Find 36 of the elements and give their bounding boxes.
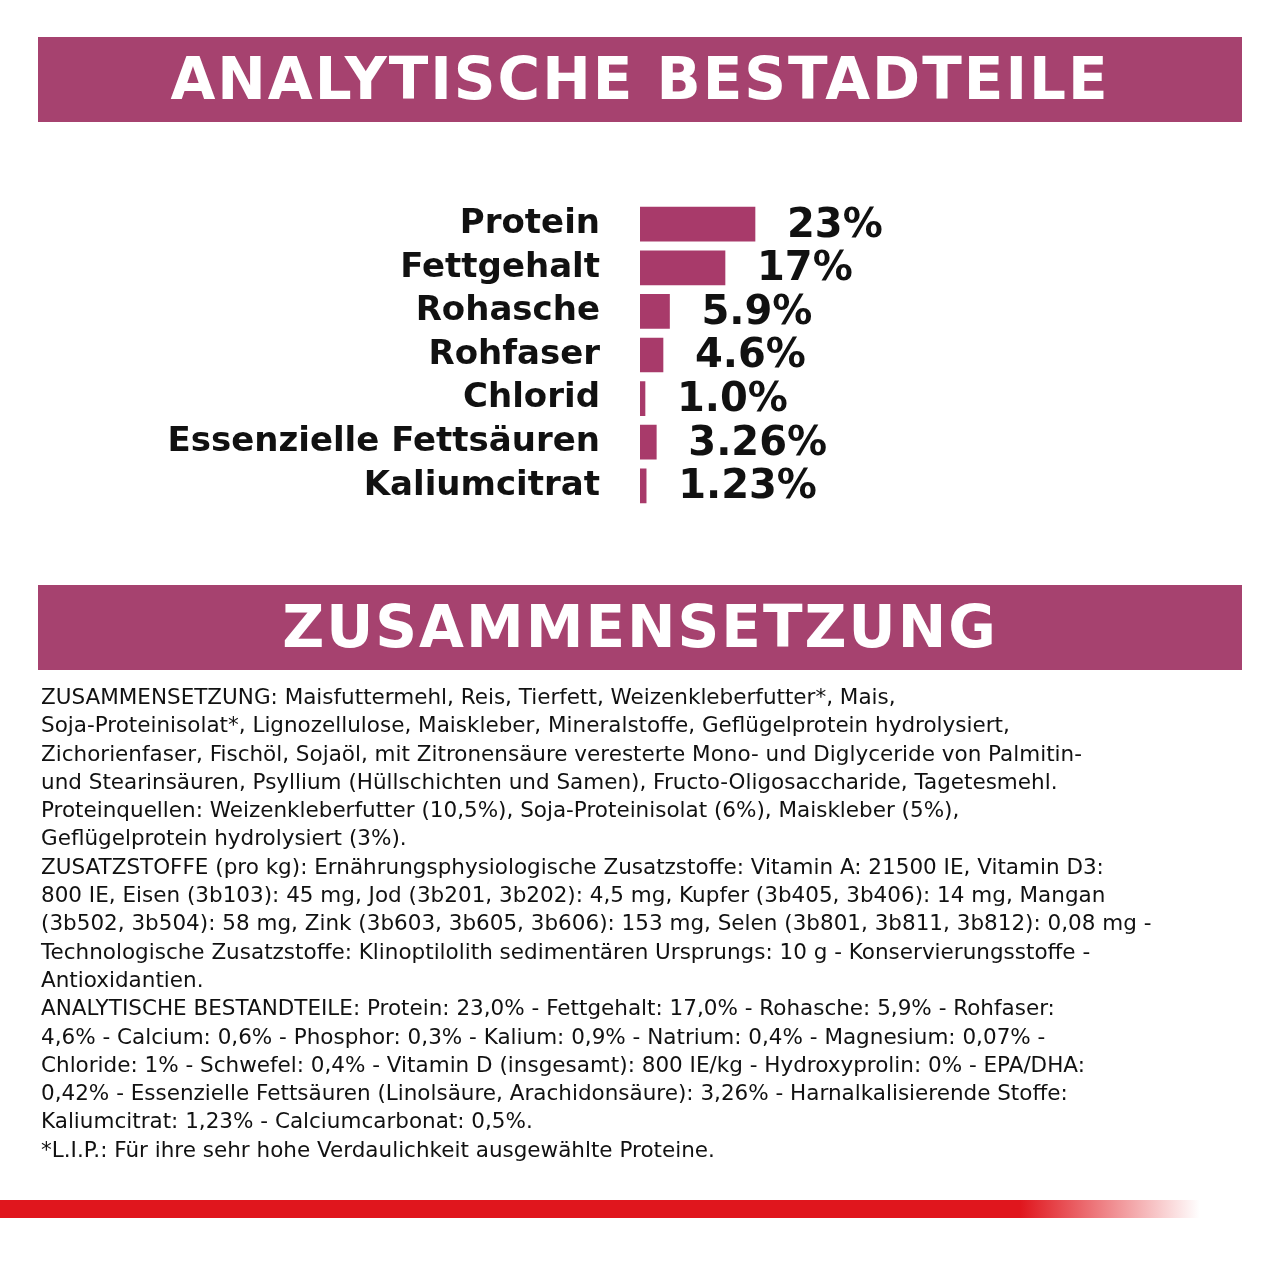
text: Technologische Zusatzstoffe: Klinoptilolith sedimentären Ursprungs: 10 g - Konservierungsstoffe - — [41, 937, 1092, 966]
data-label: 1.23% — [678, 461, 817, 508]
chart-title: ANALYTISCHE BESTADTEILE — [38, 37, 1242, 122]
bar — [640, 337, 664, 373]
text: 800 IE, Eisen (3b103): 45 mg, Jod (3b201, 3b202): 4,5 mg, Kupfer (3b405, 3b406): 14 mg, Mangan — [41, 881, 1107, 910]
text: Kaliumcitrat: 1,23% - Calciumcarbonat: 0,5%. — [41, 1107, 534, 1136]
y-tick-label: Chlorid — [463, 375, 600, 416]
y-tick-label: Rohasche — [415, 288, 600, 329]
bar — [640, 294, 670, 329]
bar — [640, 250, 726, 286]
text: Geflügelprotein hydrolysiert (3%). — [41, 824, 408, 853]
data-label: 3.26% — [688, 417, 828, 464]
text: Soja-Proteinisolat*, Lignozellulose, Maiskleber, Mineralstoffe, Geflügelprotein hydrolysiert, — [41, 711, 1011, 740]
text: Proteinquellen: Weizenkleberfutter (10,5%), Soja-Proteinisolat (6%), Maiskleber (5%), — [41, 796, 961, 825]
text: *L.I.P.: Für ihre sehr hohe Verdaulichkeit ausgewählte Proteine. — [41, 1135, 716, 1164]
text: ZUSAMMENSETZUNG — [38, 585, 1242, 670]
text: (3b502, 3b504): 58 mg, Zink (3b603, 3b605, 3b606): 153 mg, Selen (3b801, 3b811, 3b812): 0,08 mg - — [41, 909, 1152, 938]
y-tick-label: Essenzielle Fettsäuren — [167, 419, 600, 460]
text: Chloride: 1% - Schwefel: 0,4% - Vitamin D (insgesamt): 800 IE/kg - Hydroxyprolin: 0% - EPA/DHA: — [41, 1050, 1086, 1079]
bar — [640, 206, 756, 242]
y-tick-label: Rohfaser — [428, 331, 601, 372]
text: Antioxidantien. — [41, 965, 205, 994]
y-tick-label: Kaliumcitrat — [363, 462, 600, 503]
y-tick-label: Protein — [459, 201, 600, 242]
text: Zichorienfaser, Fischöl, Sojaöl, mit Zitronensäure veresterte Mono- und Diglyceride von Palmitin- — [41, 739, 1083, 768]
y-tick-label: Fettgehalt — [400, 244, 600, 285]
bar — [640, 468, 647, 504]
text: und Stearinsäuren, Psyllium (Hüllschichten und Samen), Fructo-Oligosaccharide, Tagetesmehl. — [41, 767, 1059, 796]
text: 4,6% - Calcium: 0,6% - Phosphor: 0,3% - Kalium: 0,9% - Natrium: 0,4% - Magnesium: 0,07% - — [41, 1022, 1047, 1051]
bar — [640, 424, 657, 460]
text: ANALYTISCHE BESTANDTEILE: Protein: 23,0% - Fettgehalt: 17,0% - Rohasche: 5,9% - Rohfaser: — [41, 994, 1056, 1023]
text: 0,42% - Essenzielle Fettsäuren (Linolsäure, Arachidonsäure): 3,26% - Harnalkalisierende Stoffe: — [41, 1079, 1069, 1108]
text: ZUSATZSTOFFE (pro kg): Ernährungsphysiologische Zusatzstoffe: Vitamin A: 21500 IE, Vitamin D3: — [41, 852, 1105, 881]
data-label: 23% — [787, 199, 883, 246]
text: ZUSAMMENSETZUNG: Maisfuttermehl, Reis, Tierfett, Weizenkleberfutter*, Mais, — [41, 683, 897, 711]
bar — [640, 381, 646, 416]
